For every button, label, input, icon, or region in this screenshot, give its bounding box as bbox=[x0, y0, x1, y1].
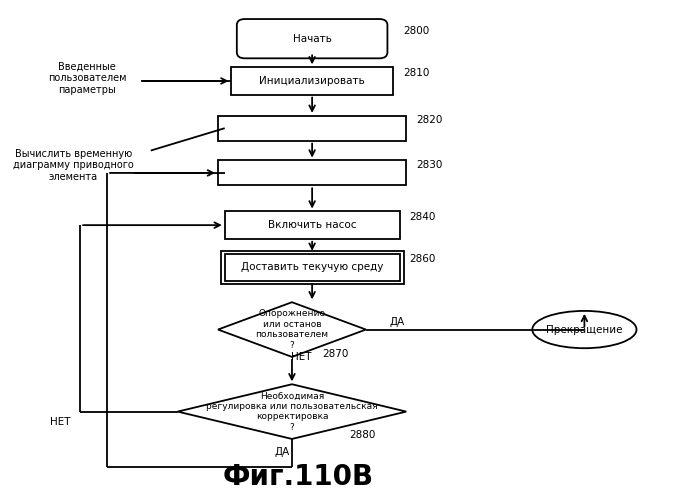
Bar bbox=[231, 68, 393, 94]
Text: Опорожнение
или останов
пользователем
?: Опорожнение или останов пользователем ? bbox=[255, 310, 328, 350]
Text: Фиг.110В: Фиг.110В bbox=[223, 463, 374, 491]
Text: НЕТ: НЕТ bbox=[50, 416, 70, 426]
Text: Вычислить временную
диаграмму приводного
элемента: Вычислить временную диаграмму приводного… bbox=[13, 149, 134, 182]
Text: 2810: 2810 bbox=[403, 68, 429, 78]
Text: Введенные
пользователем
параметры: Введенные пользователем параметры bbox=[48, 62, 126, 95]
Bar bbox=[221, 250, 404, 284]
Text: Доставить текучую среду: Доставить текучую среду bbox=[241, 262, 384, 272]
Bar bbox=[218, 116, 406, 140]
Text: Включить насос: Включить насос bbox=[268, 220, 356, 230]
Text: 2800: 2800 bbox=[403, 26, 429, 36]
Polygon shape bbox=[218, 302, 366, 357]
Text: 2830: 2830 bbox=[416, 160, 443, 170]
Text: 2860: 2860 bbox=[410, 254, 436, 264]
Text: 2880: 2880 bbox=[349, 430, 375, 440]
Bar bbox=[218, 160, 406, 186]
Text: ДА: ДА bbox=[389, 317, 405, 327]
FancyBboxPatch shape bbox=[237, 19, 387, 59]
Text: Прекращение: Прекращение bbox=[546, 324, 622, 334]
Text: Начать: Начать bbox=[293, 34, 332, 43]
Text: 2870: 2870 bbox=[322, 349, 348, 359]
Text: Инициализировать: Инициализировать bbox=[259, 76, 365, 86]
Text: ДА: ДА bbox=[274, 447, 290, 457]
Ellipse shape bbox=[532, 311, 636, 348]
Bar bbox=[225, 254, 400, 281]
Text: Необходимая
регулировка или пользовательская
корректировка
?: Необходимая регулировка или пользователь… bbox=[206, 392, 377, 432]
Polygon shape bbox=[177, 384, 406, 439]
Text: 2840: 2840 bbox=[410, 212, 436, 222]
Text: 2820: 2820 bbox=[416, 115, 443, 125]
Text: НЕТ: НЕТ bbox=[290, 352, 311, 362]
Bar bbox=[225, 212, 400, 239]
